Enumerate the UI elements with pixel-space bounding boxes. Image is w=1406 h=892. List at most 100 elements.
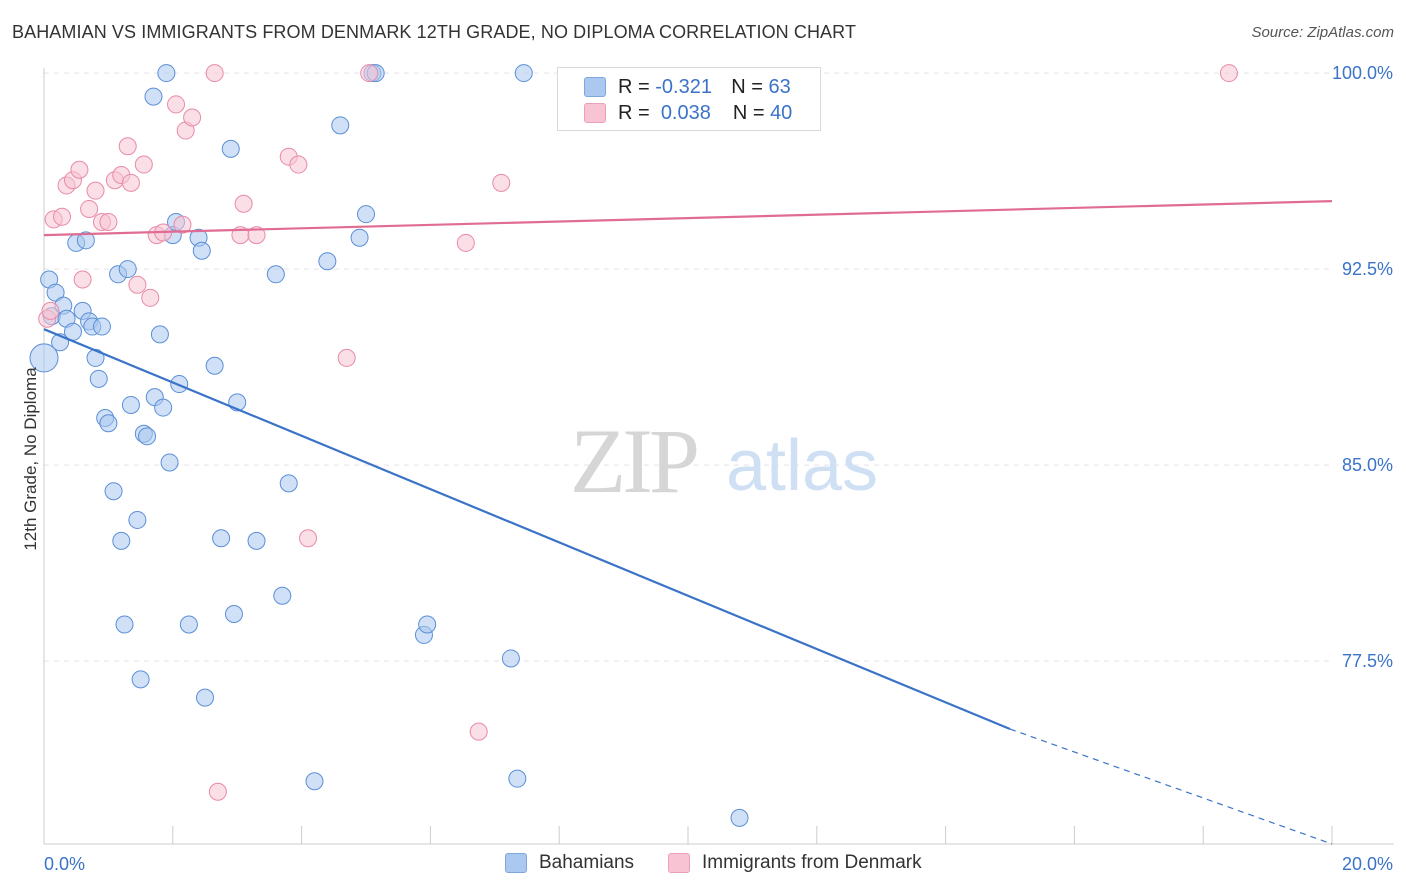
bahamians-point — [104, 482, 123, 501]
bahamians-point — [247, 531, 266, 550]
denmark-point — [118, 137, 137, 156]
bahamians-point — [92, 317, 111, 336]
series-legend: Bahamians Immigrants from Denmark — [0, 852, 1406, 878]
denmark-point — [134, 155, 153, 174]
bahamians-point — [331, 116, 350, 135]
n-value-bahamians: 63 — [768, 75, 791, 98]
denmark-point — [299, 529, 318, 548]
n-value-denmark: 40 — [770, 101, 793, 124]
stats-legend-row-bahamians: R = -0.321 N = 63 — [558, 74, 791, 100]
bahamians-point — [76, 231, 95, 250]
denmark-point — [41, 301, 60, 320]
bahamians-trend-line-extension — [1009, 728, 1333, 845]
denmark-point — [80, 199, 99, 218]
bahamians-point — [508, 769, 527, 788]
legend-item-bahamians: Bahamians — [505, 852, 634, 874]
bahamians-point — [89, 369, 108, 388]
bahamians-point — [115, 615, 134, 634]
bahamians-point — [730, 808, 749, 827]
stats-legend-row-denmark: R = 0.038 N = 40 — [558, 100, 792, 126]
bahamians-point — [121, 395, 140, 414]
bahamians-point — [514, 64, 533, 83]
axes — [43, 68, 1394, 845]
bahamians-swatch — [584, 77, 606, 97]
bahamians-point — [99, 414, 118, 433]
stats-legend: R = -0.321 N = 63 R = 0.038 N = 40 — [557, 67, 821, 131]
grid-lines — [44, 72, 1332, 662]
bahamians-point — [29, 343, 59, 373]
denmark-point — [73, 270, 92, 289]
legend-label-bahamians: Bahamians — [539, 852, 635, 873]
bahamians-point — [418, 615, 437, 634]
denmark-trend-line — [43, 200, 1333, 237]
bahamians-point — [138, 427, 157, 446]
denmark-point — [53, 207, 72, 226]
denmark-point — [208, 782, 227, 801]
bahamians-point — [305, 772, 324, 791]
y-tick-label: 92.5% — [1342, 259, 1393, 279]
bahamians-point — [279, 474, 298, 493]
denmark-point — [456, 233, 475, 252]
bahamians-point — [192, 241, 211, 260]
denmark-point — [205, 64, 224, 83]
y-tick-label: 100.0% — [1332, 63, 1393, 83]
bahamians-point — [212, 529, 231, 548]
bahamians-point — [205, 356, 224, 375]
bahamians-point — [154, 398, 173, 417]
denmark-point — [234, 194, 253, 213]
tick-labels: 100.0% 92.5% 85.0% 77.5% 0.0% 20.0% — [44, 63, 1393, 874]
bahamians-point — [157, 64, 176, 83]
denmark-point — [173, 215, 192, 234]
n-label: N = — [731, 75, 763, 98]
bahamians-point — [112, 531, 131, 550]
denmark-point — [247, 226, 266, 245]
bahamians-point — [160, 453, 179, 472]
denmark-legend-swatch — [668, 853, 690, 873]
y-axis-label: 12th Grade, No Diploma — [21, 367, 40, 551]
denmark-swatch — [584, 103, 606, 123]
denmark-point — [1219, 64, 1238, 83]
bahamians-point — [131, 670, 150, 689]
denmark-point — [337, 348, 356, 367]
denmark-point — [99, 213, 118, 232]
denmark-point — [469, 722, 488, 741]
watermark-atlas: atlas — [726, 426, 878, 506]
bahamians-trend-line — [43, 328, 1011, 731]
bahamians-point — [266, 265, 285, 284]
watermark-zip: ZIP — [570, 410, 697, 512]
denmark-point — [121, 173, 140, 192]
r-value-denmark: 0.038 — [660, 101, 711, 124]
bahamians-point — [196, 688, 214, 707]
bahamians-point — [273, 586, 292, 605]
denmark-point — [289, 155, 308, 174]
r-label: R = — [618, 101, 650, 124]
bahamians-point — [150, 325, 169, 344]
x-tick-label: 0.0% — [44, 854, 85, 874]
bahamians-point — [221, 139, 240, 158]
source-note: Source: ZipAtlas.com — [1251, 24, 1394, 41]
chart-title: BAHAMIAN VS IMMIGRANTS FROM DENMARK 12TH… — [12, 22, 857, 42]
denmark-point — [128, 275, 147, 294]
denmark-point — [86, 181, 105, 200]
bahamians-point — [501, 649, 520, 668]
trend-lines — [43, 200, 1333, 845]
bahamians-point — [128, 510, 147, 529]
bahamians-point — [118, 260, 137, 279]
bahamians-point — [179, 615, 198, 634]
r-label: R = — [618, 75, 650, 98]
bahamians-legend-swatch — [505, 853, 527, 873]
bahamians-point — [144, 87, 163, 106]
legend-item-denmark: Immigrants from Denmark — [668, 852, 922, 874]
denmark-point — [167, 95, 186, 114]
y-tick-label: 85.0% — [1342, 455, 1393, 475]
bahamians-point — [318, 252, 337, 271]
denmark-point — [360, 64, 379, 83]
bahamians-point — [224, 605, 243, 624]
bahamians-point — [357, 205, 375, 224]
denmark-point — [70, 160, 89, 179]
denmark-point — [183, 108, 202, 127]
bahamians-point — [350, 228, 369, 247]
x-tick-label: 20.0% — [1342, 854, 1393, 874]
denmark-point — [492, 173, 511, 192]
